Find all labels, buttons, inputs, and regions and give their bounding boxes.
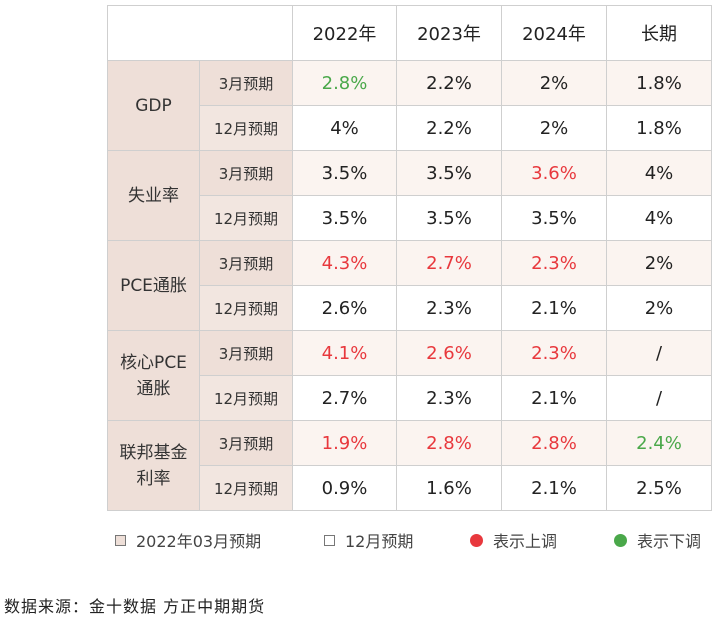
table-row: PCE通胀 3月预期 4.3% 2.7% 2.3% 2%: [107, 240, 712, 331]
table-row: GDP 3月预期 2.8% 2.2% 2% 1.8%: [107, 60, 712, 151]
value-cell: 3.5%: [292, 150, 397, 196]
category-label: PCE通胀: [120, 275, 187, 296]
value-cell: 2%: [501, 105, 607, 151]
value-cell: 3.5%: [501, 195, 607, 241]
category-label: 利率: [136, 468, 171, 489]
year-header: 2023年: [396, 5, 502, 61]
category-cell: GDP: [107, 60, 200, 151]
value-cell: 2.3%: [501, 330, 607, 376]
category-cell: 联邦基金 利率: [107, 420, 200, 511]
year-header: 2024年: [501, 5, 607, 61]
value-cell: 2.2%: [396, 60, 502, 106]
value-cell: 1.8%: [606, 105, 712, 151]
category-label: 失业率: [128, 185, 179, 206]
projection-period-label: 12月预期: [199, 285, 293, 331]
year-header: 2022年: [292, 5, 397, 61]
year-header: 长期: [606, 5, 712, 61]
legend-square-filled-icon: [115, 534, 126, 546]
value-cell: 3.5%: [396, 195, 502, 241]
table-row: 12月预期 3.5% 3.5% 3.5% 4%: [108, 195, 712, 241]
value-cell: 1.9%: [292, 420, 397, 466]
table-row: 联邦基金 利率 3月预期 1.9% 2.8% 2.8% 2.4%: [107, 420, 712, 511]
legend-label: 表示下调: [637, 532, 702, 551]
value-cell: 4%: [292, 105, 397, 151]
value-cell: 2.2%: [396, 105, 502, 151]
source-note: 数据来源：金十数据 方正中期期货: [4, 597, 266, 616]
value-cell: 2.4%: [606, 420, 712, 466]
value-cell: 2.8%: [292, 60, 397, 106]
value-cell: 2.6%: [396, 330, 502, 376]
value-cell: 2.3%: [396, 285, 502, 331]
value-cell: 2.8%: [501, 420, 607, 466]
table-row: 失业率 3月预期 3.5% 3.5% 3.6% 4%: [107, 150, 712, 241]
value-cell: 0.9%: [292, 465, 397, 511]
value-cell: 2.7%: [396, 240, 502, 286]
value-cell: 3.5%: [292, 195, 397, 241]
projection-period-label: 3月预期: [199, 330, 293, 376]
value-cell: 2.1%: [501, 375, 607, 421]
value-cell: /: [606, 375, 712, 421]
projection-period-label: 3月预期: [199, 60, 293, 106]
header-corner-cell: [107, 5, 293, 61]
table-row: 核心PCE 通胀 3月预期 4.1% 2.6% 2.3% /: [107, 330, 712, 421]
value-cell: 4.3%: [292, 240, 397, 286]
table-row: 12月预期 4% 2.2% 2% 1.8%: [108, 105, 712, 151]
legend-item: 12月预期: [324, 528, 413, 552]
value-cell: 2.6%: [292, 285, 397, 331]
value-cell: 4%: [606, 195, 712, 241]
header-row: 2022年 2023年 2024年 长期: [107, 5, 712, 61]
value-cell: 4%: [606, 150, 712, 196]
legend-item: 表示下调: [614, 528, 701, 552]
legend-label: 2022年03月预期: [136, 532, 262, 551]
value-cell: 4.1%: [292, 330, 397, 376]
value-cell: 2%: [606, 240, 712, 286]
value-cell: 2.7%: [292, 375, 397, 421]
legend: 2022年03月预期 12月预期 表示上调 表示下调: [0, 528, 725, 554]
legend-item: 2022年03月预期: [115, 528, 261, 552]
projection-period-label: 3月预期: [199, 240, 293, 286]
category-cell: PCE通胀: [107, 240, 200, 331]
value-cell: 2.1%: [501, 285, 607, 331]
category-cell: 核心PCE 通胀: [107, 330, 200, 421]
table-row: 12月预期 2.7% 2.3% 2.1% /: [108, 375, 712, 421]
category-label: 联邦基金: [119, 442, 188, 463]
value-cell: 1.6%: [396, 465, 502, 511]
category-label: 通胀: [136, 378, 171, 399]
projection-period-label: 12月预期: [199, 105, 293, 151]
projection-period-label: 12月预期: [199, 195, 293, 241]
table-row: 12月预期 0.9% 1.6% 2.1% 2.5%: [108, 465, 712, 511]
legend-label: 表示上调: [493, 532, 558, 551]
value-cell: 2.1%: [501, 465, 607, 511]
projection-period-label: 3月预期: [199, 150, 293, 196]
projection-period-label: 3月预期: [199, 420, 293, 466]
value-cell: 2%: [501, 60, 607, 106]
legend-item: 表示上调: [470, 528, 557, 552]
value-cell: 2.3%: [396, 375, 502, 421]
value-cell: 3.6%: [501, 150, 607, 196]
value-cell: 2.8%: [396, 420, 502, 466]
legend-red-dot-icon: [470, 533, 483, 547]
value-cell: 2.5%: [606, 465, 712, 511]
projection-period-label: 12月预期: [199, 465, 293, 511]
projection-table: 2022年 2023年 2024年 长期 GDP 3月预期 2.8% 2.2% 2% 1.…: [107, 5, 712, 511]
value-cell: /: [606, 330, 712, 376]
value-cell: 1.8%: [606, 60, 712, 106]
projection-period-label: 12月预期: [199, 375, 293, 421]
table-row: 12月预期 2.6% 2.3% 2.1% 2%: [108, 285, 712, 331]
category-label: GDP: [135, 95, 172, 116]
legend-label: 12月预期: [345, 532, 414, 551]
value-cell: 2%: [606, 285, 712, 331]
legend-green-dot-icon: [614, 533, 627, 547]
category-label: 核心PCE: [120, 352, 187, 373]
category-cell: 失业率: [107, 150, 200, 241]
value-cell: 2.3%: [501, 240, 607, 286]
legend-square-white-icon: [324, 534, 335, 546]
value-cell: 3.5%: [396, 150, 502, 196]
